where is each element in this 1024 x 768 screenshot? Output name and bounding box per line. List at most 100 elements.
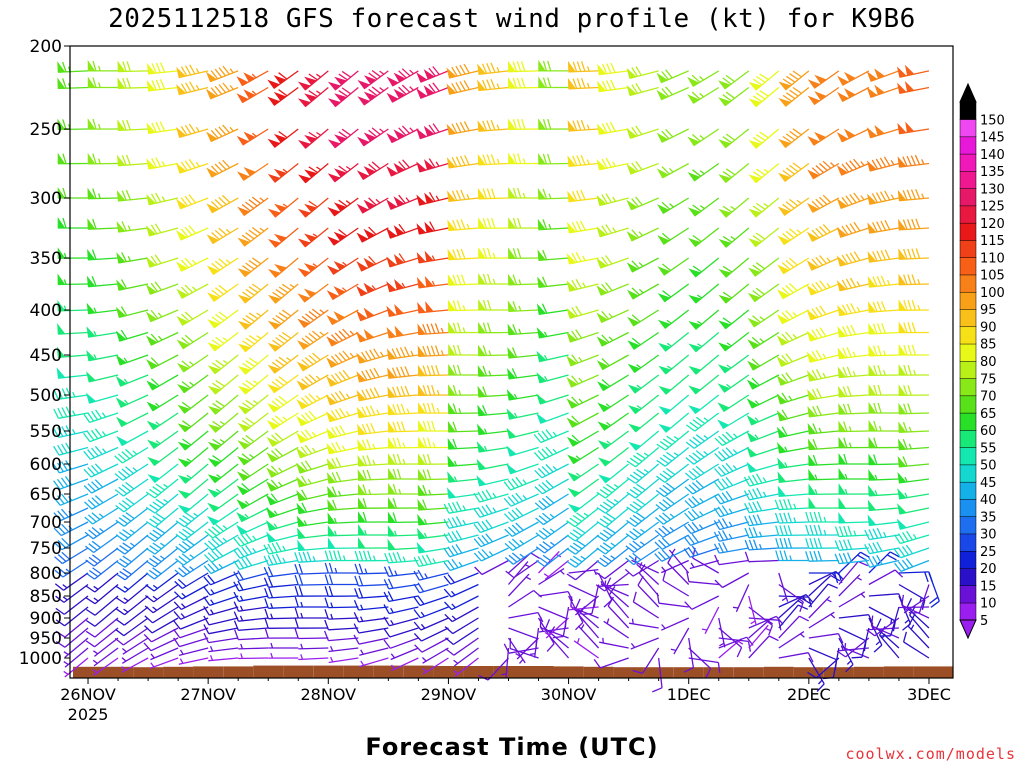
wind-barb bbox=[264, 598, 299, 609]
wind-barb bbox=[116, 189, 149, 202]
wind-barb bbox=[417, 364, 449, 377]
wind-barb bbox=[57, 323, 89, 335]
wind-barb bbox=[357, 86, 389, 106]
wind-barb bbox=[595, 559, 630, 580]
terrain-column bbox=[914, 666, 944, 678]
wind-barb bbox=[234, 629, 269, 641]
wind-barb bbox=[713, 530, 749, 542]
wind-barb bbox=[264, 587, 299, 599]
wind-barb bbox=[236, 70, 269, 87]
wind-barb bbox=[628, 412, 660, 433]
wind-barb bbox=[778, 615, 809, 639]
wind-barb bbox=[87, 76, 119, 89]
wind-barb bbox=[326, 441, 359, 455]
wind-barb bbox=[628, 618, 659, 629]
wind-barb bbox=[867, 275, 900, 288]
wind-barb bbox=[777, 457, 809, 469]
wind-barb bbox=[714, 430, 750, 447]
terrain-column bbox=[103, 666, 133, 678]
wind-barb bbox=[267, 309, 299, 330]
wind-barb bbox=[896, 518, 930, 530]
wind-barb bbox=[418, 420, 449, 432]
wind-barb bbox=[146, 79, 179, 92]
wind-barb bbox=[597, 62, 629, 76]
wind-barb bbox=[898, 421, 930, 433]
wind-barb bbox=[443, 544, 479, 558]
wind-barb bbox=[384, 551, 419, 564]
wind-barb bbox=[533, 429, 569, 444]
wind-barb bbox=[264, 608, 299, 620]
wind-barb bbox=[658, 374, 690, 395]
x-year-label: 2025 bbox=[68, 705, 109, 724]
wind-barb bbox=[55, 627, 89, 648]
y-tick-label: 650 bbox=[30, 485, 62, 505]
wind-barb bbox=[297, 308, 329, 328]
wind-speed-colorbar: 5 10 15 20 25 30 35 40 45 50 55 60 65 70 75 80 85 90 95 100… bbox=[959, 82, 1005, 640]
wind-barb bbox=[207, 374, 239, 395]
wind-barb bbox=[327, 512, 359, 525]
colorbar-label: 60 bbox=[980, 424, 997, 439]
wind-barb bbox=[538, 626, 569, 633]
colorbar-label: 45 bbox=[980, 476, 997, 491]
wind-barb bbox=[718, 309, 750, 330]
wind-barb bbox=[596, 493, 630, 514]
wind-barb bbox=[416, 250, 449, 264]
wind-barb bbox=[145, 331, 179, 346]
wind-barb bbox=[478, 321, 509, 334]
terrain-column bbox=[223, 666, 254, 678]
wind-barb bbox=[443, 530, 479, 544]
wind-barb bbox=[658, 354, 690, 375]
wind-barb bbox=[626, 125, 659, 139]
wind-barb bbox=[115, 617, 149, 637]
colorbar-swatch bbox=[959, 188, 977, 207]
wind-barb bbox=[507, 273, 539, 286]
wind-barb bbox=[53, 507, 89, 522]
wind-barb bbox=[897, 503, 930, 515]
wind-barb bbox=[177, 478, 209, 499]
wind-barb bbox=[627, 374, 660, 394]
wind-barb bbox=[596, 157, 629, 171]
wind-barb bbox=[536, 372, 569, 384]
wind-barb bbox=[421, 647, 449, 664]
wind-barb bbox=[806, 194, 840, 213]
terrain-column bbox=[643, 667, 674, 678]
wind-barb bbox=[581, 584, 600, 616]
wind-barb bbox=[806, 327, 840, 342]
wind-barb bbox=[444, 595, 479, 611]
wind-barb bbox=[808, 633, 844, 644]
wind-barb bbox=[357, 497, 389, 509]
wind-barb bbox=[115, 521, 149, 542]
wind-barb bbox=[627, 309, 660, 327]
wind-barb bbox=[207, 283, 239, 302]
x-tick-label: 1DEC bbox=[667, 685, 711, 704]
wind-barb bbox=[566, 394, 599, 409]
colorbar-swatch bbox=[959, 378, 977, 397]
wind-barb bbox=[808, 647, 838, 671]
wind-barb bbox=[443, 501, 479, 514]
x-tick-label: 27NOV bbox=[180, 685, 236, 704]
wind-barb bbox=[597, 79, 629, 93]
wind-barb bbox=[656, 162, 690, 179]
wind-barb bbox=[87, 152, 119, 165]
credit-link[interactable]: coolwx.com/models bbox=[845, 745, 1016, 763]
wind-barb bbox=[566, 412, 599, 428]
wind-barb bbox=[866, 156, 900, 172]
wind-barb bbox=[206, 227, 239, 245]
wind-barb bbox=[85, 627, 119, 648]
wind-barb bbox=[538, 590, 574, 602]
wind-barb bbox=[238, 653, 269, 660]
wind-barb bbox=[898, 321, 929, 334]
wind-barb bbox=[173, 595, 209, 610]
wind-barb bbox=[267, 128, 299, 148]
terrain-column bbox=[944, 666, 953, 678]
wind-barb bbox=[805, 550, 839, 562]
wind-barb bbox=[56, 367, 89, 379]
colorbar-max-arrow bbox=[959, 82, 977, 103]
wind-barb bbox=[326, 309, 359, 326]
wind-barb bbox=[326, 425, 359, 440]
wind-barb bbox=[296, 444, 329, 459]
wind-barb bbox=[84, 507, 119, 525]
wind-barb bbox=[477, 423, 509, 436]
wind-barb bbox=[897, 455, 930, 468]
wind-barb bbox=[447, 248, 479, 261]
